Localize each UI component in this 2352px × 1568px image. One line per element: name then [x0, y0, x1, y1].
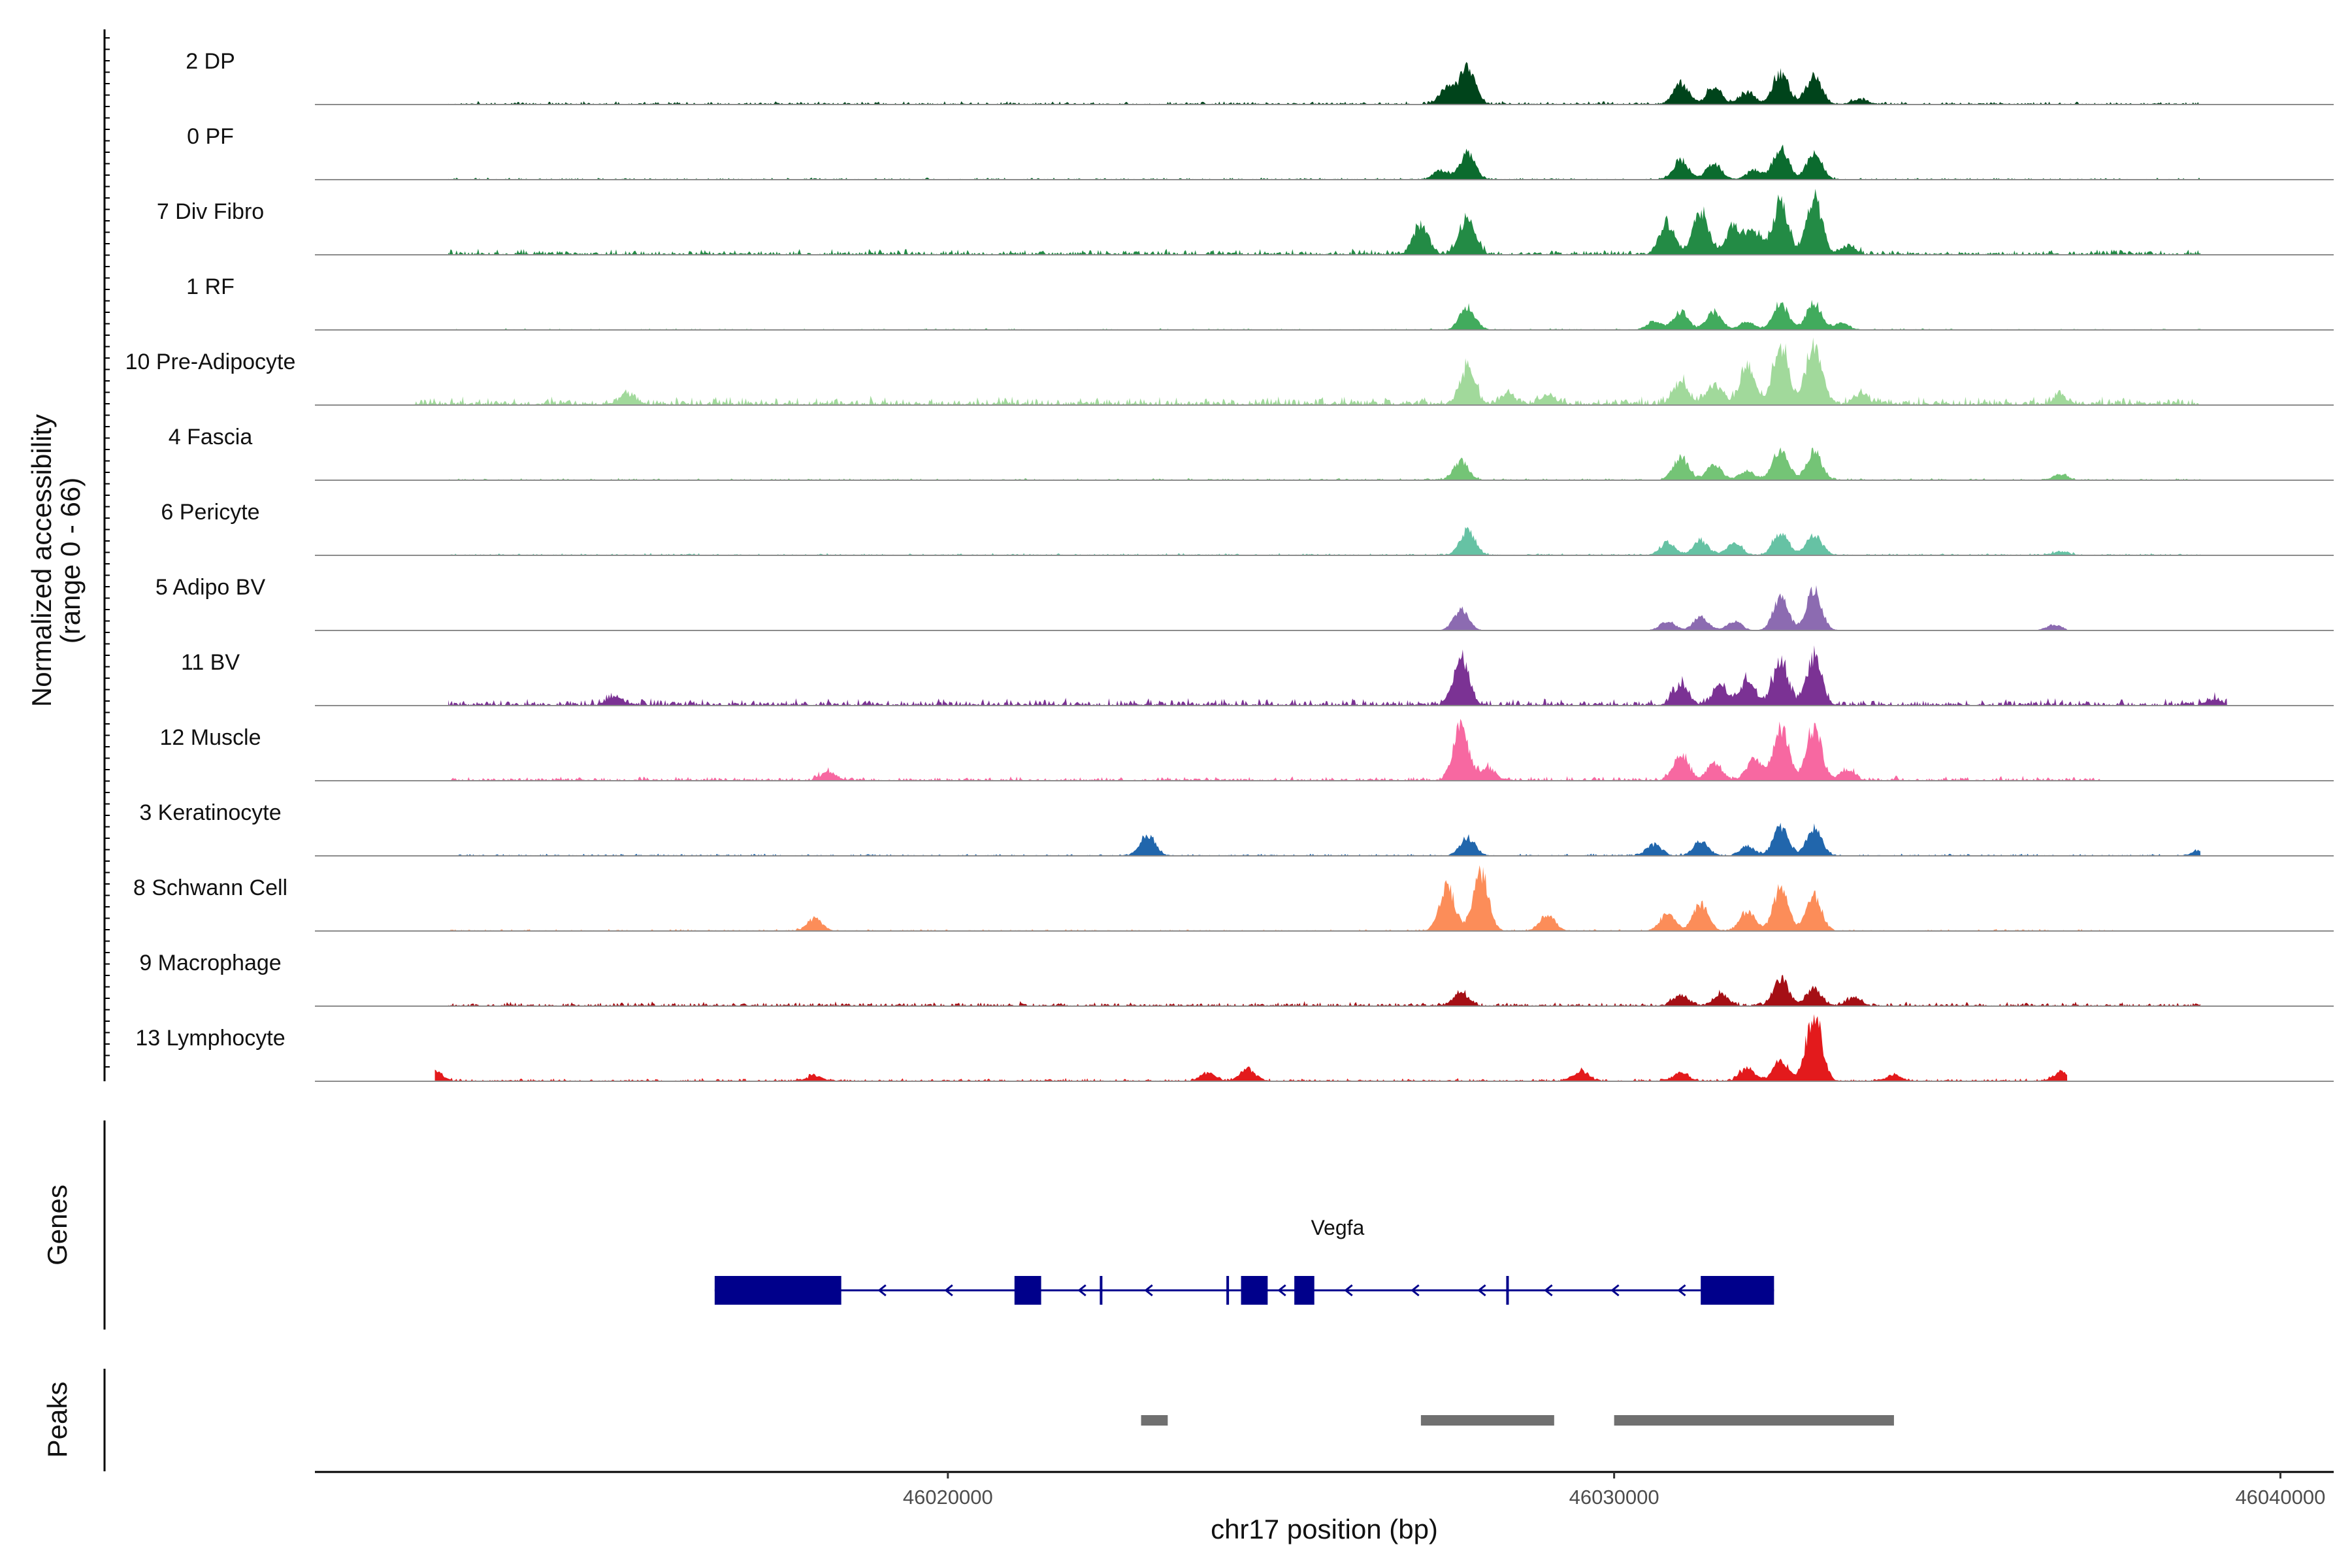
peak-regions	[1141, 1415, 1894, 1426]
coverage-area	[448, 865, 2114, 931]
track-label: 6 Pericyte	[161, 500, 259, 525]
track-label: 9 Macrophage	[139, 951, 281, 975]
x-tick-label: 46030000	[1569, 1486, 1659, 1509]
x-axis-ticks: 46020000 46030000 46040000	[903, 1472, 2325, 1509]
track-label: 3 Keratinocyte	[139, 800, 281, 825]
track-label: 1 RF	[186, 274, 235, 299]
genomic-position-x-axis: 46020000 46030000 46040000 chr17 position …	[315, 1471, 2334, 1544]
track-2-dp: 2 DP	[186, 49, 2334, 105]
strand-arrow	[1544, 1284, 1553, 1297]
strand-arrow	[944, 1284, 953, 1297]
coverage-tracks: 2 DP 0 PF 7 Div Fibro 1 RF 10 Pre-Adipocyte 4…	[125, 49, 2334, 1082]
strand-arrow	[1411, 1284, 1420, 1297]
peak-region	[1614, 1415, 1894, 1426]
x-tick-label: 46020000	[903, 1486, 993, 1509]
coverage-area	[448, 645, 2227, 706]
track-13-lymphocyte: 13 Lymphocyte	[135, 1014, 2334, 1082]
accessibility-y-axis: Normalized accessibility (range 0 - 66)	[26, 29, 110, 1081]
vegfa-gene-model	[714, 1276, 1774, 1305]
track-10-pre-adipocyte: 10 Pre-Adipocyte	[125, 337, 2334, 406]
x-axis-title: chr17 position (bp)	[1211, 1514, 1438, 1544]
track-label: 13 Lymphocyte	[135, 1026, 285, 1051]
track-label: 12 Muscle	[160, 725, 261, 750]
gene-exon	[1014, 1276, 1041, 1305]
peaks-track-label: Peaks	[42, 1382, 73, 1458]
gene-name-vegfa: Vegfa	[1311, 1216, 1364, 1239]
coverage-area	[448, 719, 2101, 781]
y-axis-minor-ticks	[105, 37, 110, 1068]
track-0-pf: 0 PF	[187, 124, 2334, 180]
track-5-adipo-bv: 5 Adipo BV	[155, 575, 2334, 631]
track-4-fascia: 4 Fascia	[169, 425, 2334, 481]
strand-arrow	[1344, 1284, 1353, 1297]
x-tick-label: 46040000	[2235, 1486, 2325, 1509]
track-11-bv: 11 BV	[181, 645, 2334, 706]
coverage-area	[415, 337, 2200, 405]
peak-region	[1141, 1415, 1168, 1426]
gene-exon	[1701, 1276, 1774, 1305]
track-label: 5 Adipo BV	[155, 575, 266, 600]
track-label: 4 Fascia	[169, 425, 253, 449]
track-8-schwann-cell: 8 Schwann Cell	[133, 865, 2334, 932]
track-label: 10 Pre-Adipocyte	[125, 350, 296, 374]
peaks-track: Peaks	[42, 1369, 1894, 1471]
genes-track-label: Genes	[42, 1184, 73, 1266]
strand-arrow	[1077, 1284, 1086, 1297]
track-3-keratinocyte: 3 Keratinocyte	[139, 800, 2334, 857]
gene-exon	[1294, 1276, 1315, 1305]
gene-track: Genes Vegfa	[42, 1120, 1774, 1330]
strand-arrow	[1677, 1284, 1686, 1297]
y-axis-title-range: (range 0 - 66)	[55, 478, 86, 644]
track-6-pericyte: 6 Pericyte	[161, 500, 2334, 556]
track-9-macrophage: 9 Macrophage	[139, 951, 2334, 1007]
gene-exon	[1241, 1276, 1268, 1305]
y-axis-title-line1: Normalized accessibility	[26, 414, 57, 707]
strand-arrow	[1477, 1284, 1486, 1297]
track-label: 8 Schwann Cell	[133, 875, 287, 900]
track-1-rf: 1 RF	[186, 274, 2334, 331]
track-label: 11 BV	[181, 650, 240, 675]
track-label: 0 PF	[187, 124, 234, 149]
peak-region	[1420, 1415, 1554, 1426]
track-label: 7 Div Fibro	[157, 199, 264, 224]
strand-arrow	[1610, 1284, 1620, 1297]
strand-arrow	[877, 1284, 887, 1297]
coverage-area	[1380, 585, 2068, 630]
track-12-muscle: 12 Muscle	[160, 719, 2334, 781]
strand-arrow	[1144, 1284, 1153, 1297]
track-7-div-fibro: 7 Div Fibro	[157, 189, 2334, 255]
track-label: 2 DP	[186, 49, 235, 74]
gene-exon	[714, 1276, 841, 1305]
strand-arrow	[1277, 1284, 1286, 1297]
